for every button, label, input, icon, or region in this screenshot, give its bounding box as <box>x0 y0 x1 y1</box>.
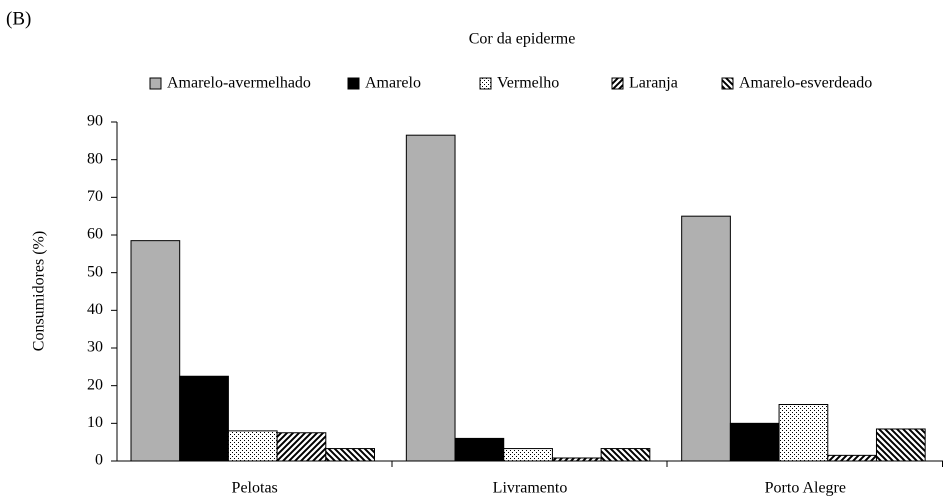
bar <box>778 404 829 462</box>
bar <box>681 215 731 462</box>
bar <box>827 454 877 462</box>
legend-swatch <box>611 77 624 90</box>
bar <box>227 430 278 462</box>
panel-label: (B) <box>6 8 31 29</box>
legend-swatch <box>347 77 360 90</box>
legend-label: Vermelho <box>497 75 559 92</box>
bar <box>875 428 926 462</box>
bar <box>503 448 553 462</box>
bar <box>405 134 456 462</box>
x-tick-label: Pelotas <box>232 480 278 497</box>
x-tick-label: Livramento <box>493 480 568 497</box>
y-tick-label: 10 <box>87 414 103 431</box>
legend-swatch <box>149 77 162 90</box>
y-tick-label: 40 <box>87 301 103 318</box>
bar <box>551 457 602 462</box>
legend-swatch <box>721 77 734 90</box>
y-tick-label: 80 <box>87 150 103 167</box>
bar <box>729 422 780 462</box>
y-tick-label: 20 <box>87 376 103 393</box>
legend-label: Laranja <box>629 75 678 92</box>
legend-label: Amarelo-avermelhado <box>167 75 311 92</box>
bar <box>454 437 505 462</box>
bar <box>179 375 229 462</box>
legend-label: Amarelo-esverdeado <box>739 75 872 92</box>
y-tick-label: 90 <box>87 113 103 130</box>
y-tick-label: 60 <box>87 226 103 243</box>
bar <box>276 432 327 462</box>
legend-swatch <box>479 77 492 90</box>
chart-title: Cor da epiderme <box>469 31 576 48</box>
y-tick-label: 50 <box>87 263 103 280</box>
y-axis-label: Consumidores (%) <box>31 231 48 351</box>
x-tick-label: Porto Alegre <box>765 480 846 497</box>
y-tick-label: 0 <box>95 452 103 469</box>
y-tick-label: 70 <box>87 188 103 205</box>
bar <box>130 240 181 462</box>
y-tick-label: 30 <box>87 339 103 356</box>
legend-label: Amarelo <box>365 75 421 92</box>
bar <box>600 448 651 462</box>
bar <box>325 448 375 462</box>
